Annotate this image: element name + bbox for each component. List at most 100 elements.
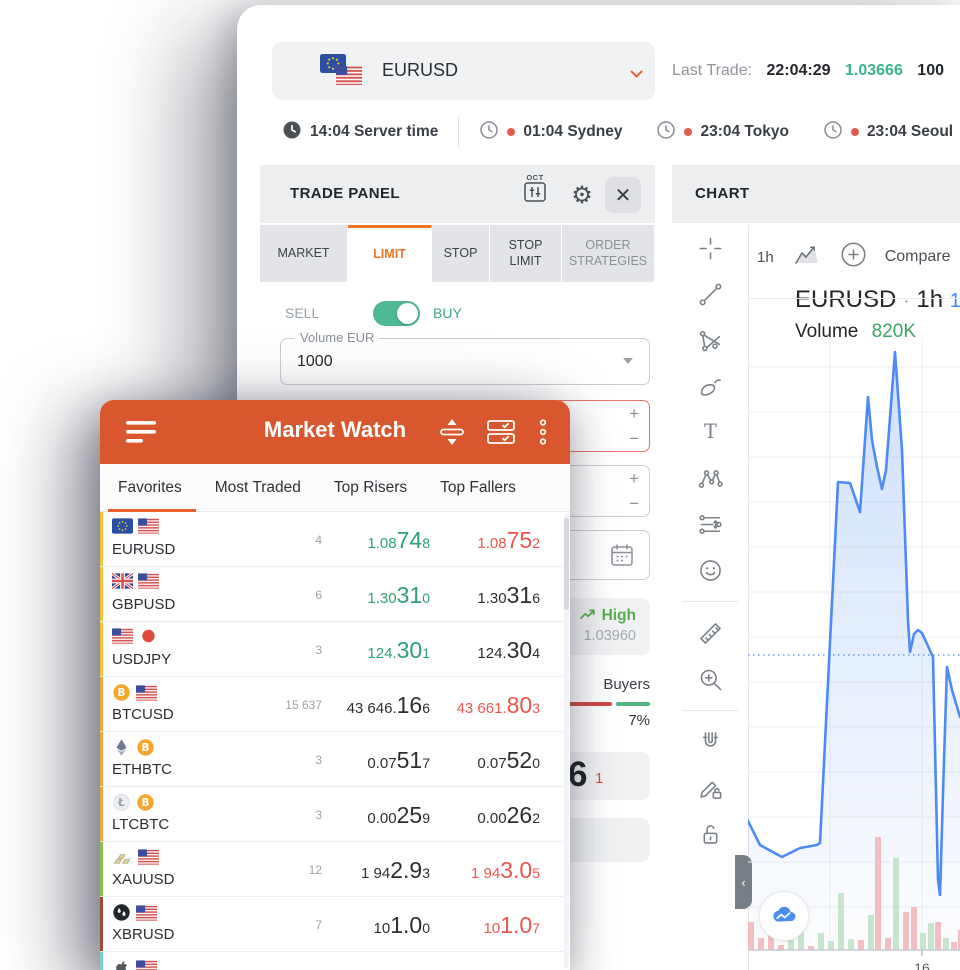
market-watch-row-xauusd[interactable]: XAUUSD 12 1 94 2.9 3 1 94 3.0 5 xyxy=(100,842,570,897)
side-toggle[interactable] xyxy=(373,301,420,326)
ask-price[interactable]: 43 661. 80 3 xyxy=(456,692,540,718)
bid-price[interactable]: 1.30 31 0 xyxy=(367,582,430,608)
settings-gear-icon[interactable]: ⚙ xyxy=(571,181,593,209)
clock-seoul: 23:04 Seoul xyxy=(823,120,953,145)
calendar-icon[interactable] xyxy=(609,542,635,573)
tab-most-traded[interactable]: Most Traded xyxy=(214,478,301,496)
kebab-menu-icon[interactable] xyxy=(538,418,548,451)
last-trade-size: 100 xyxy=(917,62,944,79)
chart-type-icon[interactable] xyxy=(792,243,822,272)
clock-label: 23:04 Tokyo xyxy=(700,123,789,140)
symbol-selector[interactable]: EURUSD xyxy=(272,42,655,100)
tool-brush-icon[interactable] xyxy=(672,363,748,409)
tool-crosshair-icon[interactable] xyxy=(672,225,748,271)
coin-btc-icon: B xyxy=(136,738,155,757)
instrument-color-bar xyxy=(100,842,103,896)
volume-field[interactable]: Volume EUR 1000 xyxy=(280,330,650,385)
tool-emoji-icon[interactable] xyxy=(672,547,748,593)
tool-pattern-icon[interactable] xyxy=(672,455,748,501)
tool-zoom-in-icon[interactable] xyxy=(672,656,748,702)
coin-eth-icon xyxy=(112,738,131,757)
ask-price[interactable]: 0.00 26 2 xyxy=(477,802,540,828)
market-watch-row-eurusd[interactable]: EURUSD 4 1.08 74 8 1.08 75 2 xyxy=(100,512,570,567)
order-type-tabs: MARKET LIMIT STOP STOP LIMIT ORDER STRATEGIES xyxy=(260,225,655,282)
instrument-spread: 4 xyxy=(315,533,322,547)
menu-hamburger-icon[interactable] xyxy=(126,420,156,449)
instrument-symbol: LTCBTC xyxy=(112,816,170,833)
volume-dropdown-icon[interactable] xyxy=(623,358,633,364)
instrument-spread: 6 xyxy=(315,588,322,602)
instrument-spread: 3 xyxy=(315,753,322,767)
scrollbar-track[interactable] xyxy=(564,514,569,968)
decrement-icon[interactable]: − xyxy=(629,429,639,448)
chart-toolbar: 1h Compare xyxy=(757,237,960,277)
ask-price[interactable]: 1.30 31 6 xyxy=(477,582,540,608)
tool-trendline-icon[interactable] xyxy=(672,271,748,317)
bid-price[interactable]: 1 94 2.9 3 xyxy=(361,857,430,883)
tool-fib-fan-icon[interactable] xyxy=(672,317,748,363)
instrument-spread: 12 xyxy=(308,863,322,877)
svg-text:16: 16 xyxy=(914,960,930,970)
ask-price[interactable]: 124. 30 4 xyxy=(477,637,540,663)
flag-us-icon xyxy=(136,959,157,970)
bid-price[interactable]: 0.07 51 7 xyxy=(367,747,430,773)
last-trade-time: 22:04:29 xyxy=(766,62,831,79)
tab-top-fallers[interactable]: Top Fallers xyxy=(440,478,516,496)
chart-panel-header: CHART xyxy=(672,165,960,223)
quote-price-pip-digit: 1 xyxy=(595,770,604,787)
one-click-trading-icon[interactable]: OCT xyxy=(522,173,548,215)
tab-stop-limit[interactable]: STOP LIMIT xyxy=(490,225,562,282)
ask-price[interactable]: 1 94 3.0 5 xyxy=(471,857,540,883)
resize-panel-icon[interactable] xyxy=(438,417,466,452)
bid-price[interactable]: 43 646. 16 6 xyxy=(346,692,430,718)
ask-price[interactable]: 10 1.0 7 xyxy=(483,912,540,938)
instrument-symbol: EURUSD xyxy=(112,541,176,558)
ask-price[interactable]: 0.07 52 0 xyxy=(477,747,540,773)
market-watch-row-gbpusd[interactable]: GBPUSD 6 1.30 31 0 1.30 31 6 xyxy=(100,567,570,622)
bid-price[interactable]: 1 45 xyxy=(396,952,430,970)
tool-text-icon[interactable]: T xyxy=(672,409,748,455)
tab-top-risers[interactable]: Top Risers xyxy=(333,478,408,496)
increment-icon[interactable]: + xyxy=(629,469,639,488)
coin-btc-icon: B xyxy=(112,683,131,702)
price-chart[interactable]: 16 xyxy=(743,298,960,970)
market-watch-row-btcusd[interactable]: B BTCUSD 15 637 43 646. 16 6 43 661. 80 3 xyxy=(100,677,570,732)
market-watch-row-xbrusd[interactable]: XBRUSD 7 10 1.0 0 10 1.0 7 xyxy=(100,897,570,952)
close-panel-button[interactable]: ✕ xyxy=(605,177,641,213)
chevron-down-icon xyxy=(630,66,643,84)
tab-order-strategies[interactable]: ORDER STRATEGIES xyxy=(562,225,655,282)
tool-draw-lock-icon[interactable] xyxy=(672,765,748,811)
increment-icon[interactable]: + xyxy=(629,404,639,423)
compare-plus-icon[interactable] xyxy=(840,241,867,273)
flag-uk-icon xyxy=(112,573,133,589)
tab-limit[interactable]: LIMIT xyxy=(348,225,432,282)
instrument-color-bar xyxy=(100,512,103,566)
bid-price[interactable]: 0.00 25 9 xyxy=(367,802,430,828)
watchlist-select-icon[interactable] xyxy=(486,419,516,450)
ask-price[interactable]: 1.08 75 2 xyxy=(477,527,540,553)
sell-label: SELL xyxy=(285,305,320,321)
tool-lock-icon[interactable] xyxy=(672,811,748,857)
decrement-icon[interactable]: − xyxy=(629,494,639,513)
tool-ruler-icon[interactable] xyxy=(672,610,748,656)
tab-favorites[interactable]: Favorites xyxy=(108,464,196,512)
ask-price[interactable]: 1 45 xyxy=(506,952,540,970)
market-watch-row-ltcbtc[interactable]: Ł B LTCBTC 3 0.00 25 9 0.00 26 2 xyxy=(100,787,570,842)
compare-button[interactable]: Compare xyxy=(884,248,951,265)
instrument-symbol: GBPUSD xyxy=(112,596,176,613)
bid-price[interactable]: 124. 30 1 xyxy=(367,637,430,663)
legend-timeframe: 1h xyxy=(916,286,944,313)
market-watch-row[interactable]: 1 45 1 45 xyxy=(100,952,570,970)
tab-stop[interactable]: STOP xyxy=(432,225,490,282)
timeframe-button[interactable]: 1h xyxy=(757,248,774,266)
market-watch-row-ethbtc[interactable]: B ETHBTC 3 0.07 51 7 0.07 52 0 xyxy=(100,732,570,787)
scrollbar-thumb[interactable] xyxy=(564,518,569,610)
tool-magnet-icon[interactable] xyxy=(672,719,748,765)
bid-price[interactable]: 1.08 74 8 xyxy=(367,527,430,553)
chart-top-border xyxy=(748,298,960,299)
bid-price[interactable]: 10 1.0 0 xyxy=(373,912,430,938)
tool-levels-icon[interactable] xyxy=(672,501,748,547)
tab-market[interactable]: MARKET xyxy=(260,225,348,282)
market-watch-row-usdjpy[interactable]: USDJPY 3 124. 30 1 124. 30 4 xyxy=(100,622,570,677)
instrument-color-bar xyxy=(100,897,103,951)
